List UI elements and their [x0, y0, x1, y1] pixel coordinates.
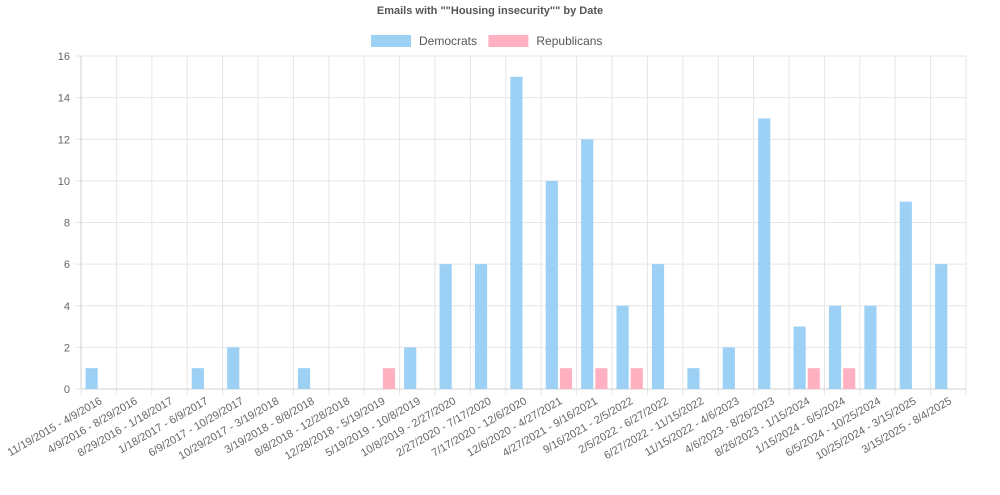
democrats-bar	[297, 368, 311, 389]
democrats-bar	[439, 264, 452, 389]
republicans-bar	[595, 368, 608, 389]
democrats-bar	[545, 180, 558, 389]
republicans-bar	[843, 368, 856, 389]
y-tick-label: 12	[58, 134, 70, 146]
democrats-bar	[404, 347, 417, 389]
democrats-bar	[191, 368, 204, 389]
legend-label-democrats: Democrats	[419, 34, 477, 48]
y-tick-label: 2	[64, 342, 70, 354]
chart-title: Emails with ""Housing insecurity"" by Da…	[377, 5, 603, 17]
y-tick-label: 0	[64, 384, 70, 396]
democrats-bar	[227, 347, 240, 389]
democrats-bar	[85, 368, 98, 389]
democrats-bar	[687, 368, 700, 389]
democrats-bar	[793, 326, 806, 389]
grid	[75, 55, 967, 395]
legend-swatch-democrats	[371, 35, 411, 47]
democrats-bar	[758, 118, 771, 389]
y-tick-label: 10	[58, 176, 70, 188]
democrats-bar	[935, 264, 948, 389]
y-axis: 0 2 4 6 8 10 12 14 16	[58, 51, 70, 396]
y-tick-label: 4	[64, 301, 70, 313]
y-tick-label: 8	[64, 218, 70, 230]
legend: Democrats Republicans	[371, 34, 602, 48]
democrats-bar	[722, 347, 735, 389]
democrats-bar	[474, 264, 488, 389]
y-tick-label: 14	[58, 93, 70, 105]
legend-swatch-republicans	[488, 35, 529, 47]
republicans-bar	[559, 368, 573, 389]
democrats-bar	[828, 305, 842, 389]
democrats-bar	[616, 305, 629, 389]
republicans-bar	[807, 368, 820, 389]
y-tick-label: 16	[58, 51, 70, 63]
democrats-bar	[581, 139, 594, 389]
democrats-bar	[899, 201, 912, 389]
democrats-bar	[510, 76, 523, 389]
republicans-bar	[382, 368, 396, 389]
y-tick-label: 6	[64, 259, 70, 271]
democrats-bar	[651, 264, 665, 389]
democrats-bar	[864, 305, 877, 389]
republicans-bar	[630, 368, 643, 389]
legend-label-republicans: Republicans	[536, 34, 602, 48]
bars	[85, 76, 948, 389]
